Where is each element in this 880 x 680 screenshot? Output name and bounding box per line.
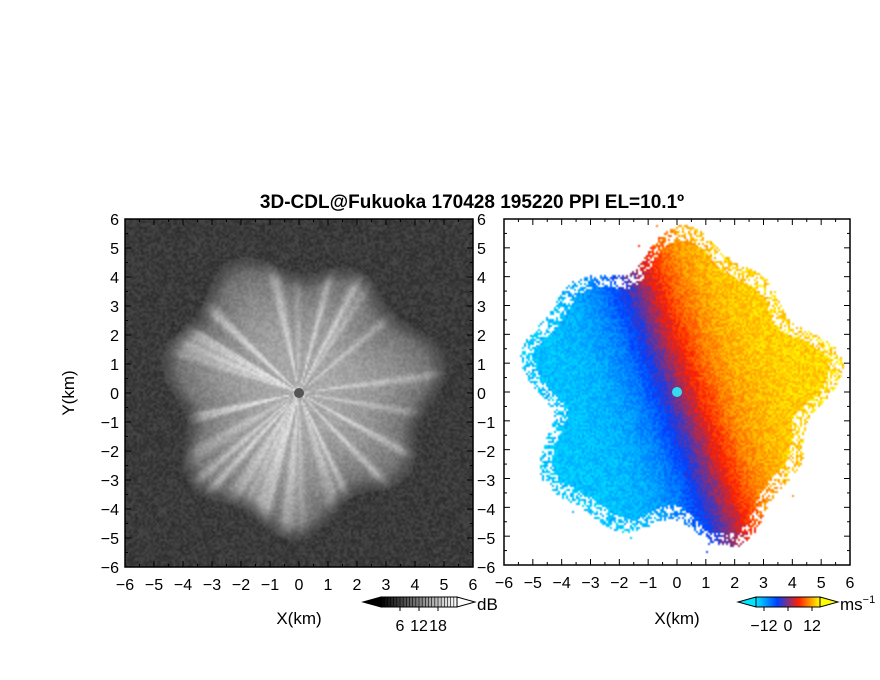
x-tick-label: −5 <box>145 577 163 594</box>
y-tick-label: 4 <box>110 270 119 287</box>
x-tick-label: 6 <box>846 575 855 592</box>
x-tick-label: −4 <box>553 575 571 592</box>
figure-title: 3D-CDL@Fukuoka 170428 195220 PPI EL=10.1… <box>260 192 684 213</box>
y-tick-label: 1 <box>110 357 119 374</box>
x-tick-label: −4 <box>174 577 192 594</box>
velocity-panel: −6 −5 −4 −3 −2 −1 0 1 2 3 4 5 6 X(km) <box>495 218 855 628</box>
y-tick-label: 4 <box>477 270 486 287</box>
x-tick-label: 6 <box>469 577 478 594</box>
colorbar-ramp <box>755 596 821 608</box>
x-tick-label: −2 <box>610 575 628 592</box>
colorbar-tick-label: 12 <box>803 618 821 635</box>
y-tick-label: −1 <box>101 415 119 432</box>
x-tick-label: −6 <box>495 575 513 592</box>
y-tick-label: −1 <box>477 415 495 432</box>
y-tick-label: 3 <box>477 299 486 316</box>
colorbar-max-arrow <box>819 596 840 608</box>
intensity-x-axis-label: X(km) <box>276 609 321 628</box>
y-tick-label: 2 <box>477 328 486 345</box>
x-tick-label: −1 <box>261 577 279 594</box>
y-tick-label: −4 <box>477 502 495 519</box>
y-tick-label: −6 <box>477 560 495 577</box>
x-tick-label: 2 <box>353 577 362 594</box>
y-tick-label: −6 <box>101 560 119 577</box>
velocity-x-axis-label: X(km) <box>654 609 699 628</box>
intensity-colorbar: 6 12 18 dB <box>361 595 498 635</box>
colorbar-tick-label: 12 <box>410 618 428 635</box>
y-tick-label: 0 <box>477 386 486 403</box>
y-tick-label: 3 <box>110 299 119 316</box>
velocity-colorbar: −12 0 12 ms−1 <box>736 594 875 635</box>
colorbar-max-arrow <box>456 596 477 608</box>
x-tick-label: 4 <box>788 575 797 592</box>
x-tick-label: −1 <box>639 575 657 592</box>
y-tick-label: −4 <box>101 502 119 519</box>
x-tick-label: 4 <box>411 577 420 594</box>
y-tick-label: −5 <box>101 531 119 548</box>
x-tick-label: −6 <box>116 577 134 594</box>
radar-site-marker <box>294 388 304 398</box>
y-tick-label: −2 <box>101 444 119 461</box>
colorbar-unit: ms−1 <box>840 594 875 614</box>
radar-site-marker <box>672 387 682 397</box>
intensity-panel: −6 −5 −4 −3 −2 −1 0 1 2 3 4 5 66 65 54 43 32 21 10 0−1 −1−2−… <box>59 212 495 628</box>
intensity-axis-ticks: −6 −5 −4 −3 −2 −1 0 1 2 3 4 5 66 65 54 43 32 21 10 0−1 −1−2−… <box>101 212 496 594</box>
velocity-center-marker <box>672 387 682 397</box>
x-tick-label: 1 <box>324 577 333 594</box>
y-tick-label: 6 <box>110 212 119 229</box>
x-tick-label: 0 <box>673 575 682 592</box>
intensity-center-marker <box>294 388 304 398</box>
x-tick-label: 2 <box>730 575 739 592</box>
y-tick-label: 5 <box>110 241 119 258</box>
x-tick-label: −3 <box>581 575 599 592</box>
x-tick-label: 1 <box>701 575 710 592</box>
intensity-y-axis-label: Y(km) <box>59 370 78 415</box>
x-tick-label: 5 <box>440 577 449 594</box>
x-tick-label: −3 <box>203 577 221 594</box>
colorbar-tick-label: 0 <box>784 618 793 635</box>
colorbar-min-arrow <box>361 596 382 608</box>
y-tick-label: 5 <box>477 241 486 258</box>
x-tick-label: −5 <box>524 575 542 592</box>
x-tick-label: 3 <box>759 575 768 592</box>
x-tick-label: −2 <box>232 577 250 594</box>
y-tick-label: 2 <box>110 328 119 345</box>
y-tick-label: −2 <box>477 444 495 461</box>
x-tick-label: 3 <box>382 577 391 594</box>
y-tick-label: 0 <box>110 386 119 403</box>
colorbar-min-arrow <box>736 596 757 608</box>
y-tick-label: 6 <box>477 212 486 229</box>
y-tick-label: 1 <box>477 357 486 374</box>
colorbar-tick-label: −12 <box>750 618 777 635</box>
x-tick-label: 5 <box>817 575 826 592</box>
colorbar-tick-label: 6 <box>396 618 405 635</box>
colorbar-tick-label: 18 <box>429 618 447 635</box>
y-tick-label: −3 <box>477 473 495 490</box>
colorbar-unit: dB <box>477 595 498 614</box>
velocity-axis-ticks: −6 −5 −4 −3 −2 −1 0 1 2 3 4 5 6 <box>495 218 855 592</box>
x-tick-label: 0 <box>295 577 304 594</box>
y-tick-label: −3 <box>101 473 119 490</box>
y-tick-label: −5 <box>477 531 495 548</box>
